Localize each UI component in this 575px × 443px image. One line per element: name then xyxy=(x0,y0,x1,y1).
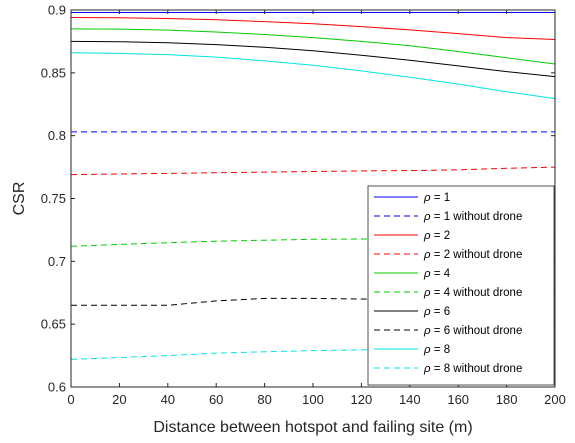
legend-symbol: ρ xyxy=(423,306,431,318)
x-tick-label: 100 xyxy=(302,392,324,407)
x-axis-label: Distance between hotspot and failing sit… xyxy=(153,419,472,436)
legend-symbol: ρ xyxy=(423,211,431,223)
x-tick-label: 20 xyxy=(112,392,126,407)
legend-text: = 8 xyxy=(431,344,451,356)
y-tick-label: 0.7 xyxy=(48,254,66,269)
legend-label: ρ = 8 xyxy=(423,344,450,356)
y-tick-label: 0.8 xyxy=(48,128,66,143)
legend-text: = 1 xyxy=(431,192,451,204)
legend-label: ρ = 1 without drone xyxy=(423,211,522,223)
series-line-6 xyxy=(70,40,556,78)
y-tick-label: 0.65 xyxy=(41,317,66,332)
legend-label: ρ = 2 without drone xyxy=(423,249,522,261)
legend-symbol: ρ xyxy=(423,230,431,242)
x-tick-label: 60 xyxy=(209,392,223,407)
legend-symbol: ρ xyxy=(423,325,431,337)
legend-label: ρ = 6 without drone xyxy=(423,325,522,337)
y-tick-label: 0.6 xyxy=(48,380,66,395)
legend-symbol: ρ xyxy=(423,287,431,299)
legend-text: = 6 without drone xyxy=(431,325,523,337)
legend-symbol: ρ xyxy=(423,249,431,261)
y-tick-label: 0.75 xyxy=(41,191,66,206)
legend-symbol: ρ xyxy=(423,268,431,280)
series-line-2 xyxy=(70,17,556,40)
legend-text: = 4 xyxy=(431,268,451,280)
tick-group: 0 20 40 60 80 100 120 140 160 180 200 0.6 0.65 0.7 0.7… xyxy=(41,3,566,408)
legend-text: = 2 xyxy=(431,230,451,242)
legend-text: = 2 without drone xyxy=(431,249,523,261)
legend-symbol: ρ xyxy=(423,344,431,356)
legend-label: ρ = 8 without drone xyxy=(423,363,522,375)
x-tick-label: 180 xyxy=(496,392,518,407)
series-line-4 xyxy=(70,28,556,65)
x-tick-label: 160 xyxy=(447,392,469,407)
y-tick-label: 0.9 xyxy=(48,3,66,18)
legend-label: ρ = 4 without drone xyxy=(423,287,522,299)
legend-label: ρ = 4 xyxy=(423,268,451,280)
y-tick-label: 0.85 xyxy=(41,65,66,80)
legend-text: = 6 xyxy=(431,306,451,318)
x-tick-label: 80 xyxy=(257,392,271,407)
legend-label: ρ = 1 xyxy=(423,192,450,204)
x-tick-label: 0 xyxy=(67,392,74,407)
legend-box xyxy=(367,185,555,386)
y-axis-label: CSR xyxy=(11,182,28,216)
legend-text: = 1 without drone xyxy=(431,211,523,223)
legend-label: ρ = 6 xyxy=(423,306,450,318)
legend-label: ρ = 2 xyxy=(423,230,450,242)
legend-text: = 4 without drone xyxy=(431,287,523,299)
x-tick-label: 120 xyxy=(351,392,373,407)
series-line-3 xyxy=(70,166,556,176)
x-tick-label: 200 xyxy=(544,392,566,407)
legend-text: = 8 without drone xyxy=(431,363,523,375)
legend-symbol: ρ xyxy=(423,192,431,204)
series-line-8 xyxy=(70,52,556,100)
legend-symbol: ρ xyxy=(423,363,431,375)
x-tick-label: 140 xyxy=(399,392,421,407)
x-tick-label: 40 xyxy=(161,392,175,407)
